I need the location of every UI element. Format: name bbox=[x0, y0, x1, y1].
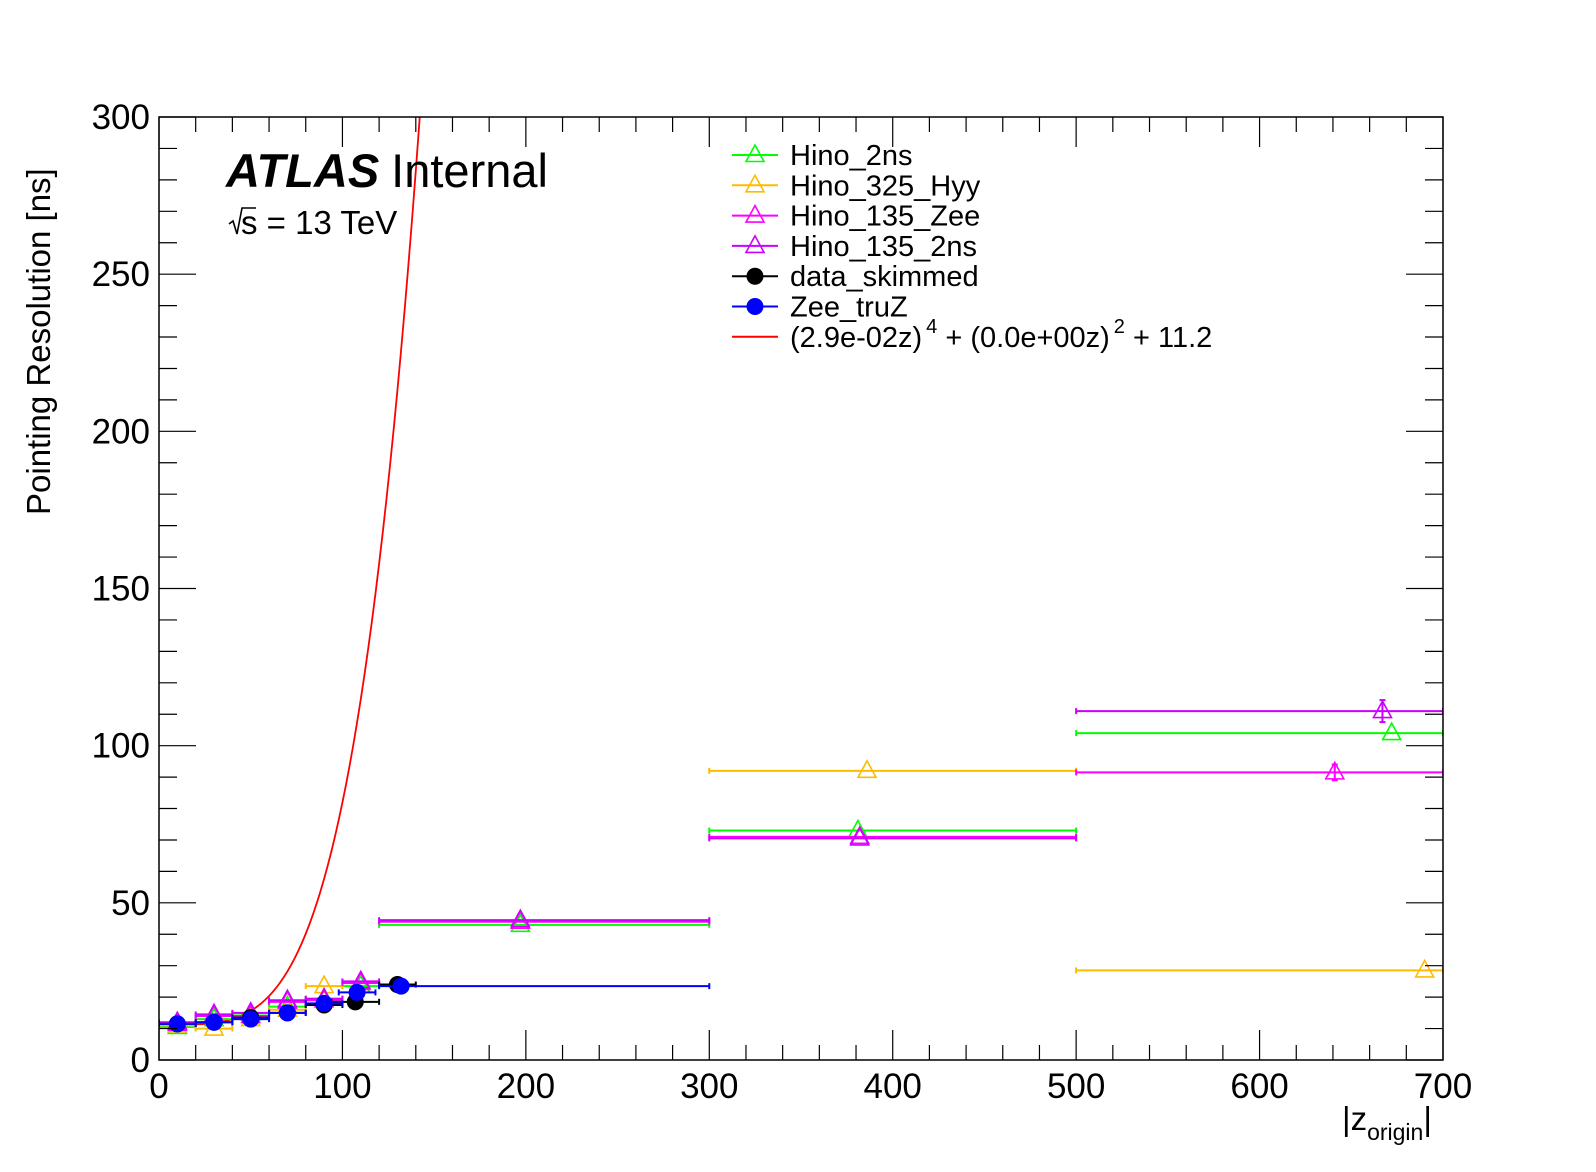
series-Zee_truZ bbox=[159, 977, 711, 1033]
legend-label: Hino_325_Hyy bbox=[790, 170, 981, 202]
y-tick-label: 250 bbox=[92, 255, 150, 294]
data-point bbox=[278, 1004, 296, 1022]
fit-exponent: 4 bbox=[926, 316, 937, 338]
data-point bbox=[1414, 958, 1436, 978]
x-tick-label: 200 bbox=[497, 1067, 555, 1106]
y-tick-label: 0 bbox=[131, 1041, 150, 1080]
data-point bbox=[1372, 699, 1393, 719]
legend-marker bbox=[744, 143, 766, 163]
x-tick-label: 700 bbox=[1414, 1067, 1472, 1106]
data-point bbox=[313, 974, 335, 994]
legend-label: Hino_135_Zee bbox=[790, 201, 980, 233]
plot-content bbox=[159, 117, 1443, 1036]
y-tick-label: 300 bbox=[92, 98, 150, 137]
sqrt-sign bbox=[228, 207, 256, 235]
legend-entry: Zee_truZ bbox=[732, 292, 908, 324]
data-point bbox=[510, 908, 531, 928]
legend-marker bbox=[746, 267, 764, 285]
data-point bbox=[348, 983, 366, 1001]
clipped-area bbox=[159, 117, 1443, 1036]
y-tick-label: 200 bbox=[92, 412, 150, 451]
legend-label: Hino_2ns bbox=[790, 140, 913, 172]
legend-marker bbox=[746, 298, 764, 315]
energy-sqrt-arg: s bbox=[241, 204, 258, 241]
fit-curve bbox=[159, 117, 421, 1026]
data-point bbox=[1324, 760, 1346, 780]
y-tick-label: 150 bbox=[92, 570, 150, 609]
fit-term: (2.9e-02z) bbox=[790, 322, 922, 354]
y-tick-label: 50 bbox=[111, 884, 150, 923]
legend-entry-fit: (2.9e-02z) 4 + (0.0e+00z) 2 + 11.2 bbox=[732, 316, 1212, 354]
legend-entry: Hino_135_Zee bbox=[732, 201, 980, 233]
legend-marker bbox=[744, 173, 766, 193]
data-point bbox=[205, 1013, 223, 1031]
x-tick-label: 400 bbox=[864, 1067, 922, 1106]
x-tick-label: 500 bbox=[1047, 1067, 1105, 1106]
atlas-experiment: ATLAS bbox=[225, 144, 379, 197]
fit-term: + (0.0e+00z) bbox=[937, 322, 1110, 354]
y-axis-label: Pointing Resolution [ns] bbox=[20, 168, 57, 515]
data-point bbox=[856, 759, 878, 779]
x-tick-label: 0 bbox=[149, 1067, 168, 1106]
legend-entry: Hino_135_2ns bbox=[732, 231, 977, 263]
legend-entry: Hino_2ns bbox=[732, 140, 913, 172]
legend-label: data_skimmed bbox=[790, 261, 979, 293]
legend-label: Hino_135_2ns bbox=[790, 231, 977, 263]
tick-labels: 0 100 200 300 400 500 600 700 0 50 100 150 200 250 300 bbox=[92, 98, 1473, 1106]
x-axis-label-sub: origin bbox=[1367, 1119, 1423, 1145]
legend-entry: data_skimmed bbox=[732, 261, 979, 293]
atlas-label: ATLAS Internal bbox=[225, 144, 548, 197]
legend-label-fit: (2.9e-02z) 4 + (0.0e+00z) 2 + 11.2 bbox=[790, 316, 1212, 354]
x-tick-label: 300 bbox=[680, 1067, 738, 1106]
x-axis-label-main: |z bbox=[1342, 1100, 1367, 1137]
data-point bbox=[849, 826, 871, 846]
data-point bbox=[315, 994, 333, 1012]
legend: Hino_2nsHino_325_HyyHino_135_ZeeHino_135… bbox=[732, 140, 1212, 354]
atlas-status: Internal bbox=[391, 144, 548, 197]
energy-value: = 13 TeV bbox=[258, 204, 398, 241]
legend-marker bbox=[744, 203, 766, 223]
x-tick-label: 100 bbox=[313, 1067, 371, 1106]
legend-label: Zee_truZ bbox=[790, 292, 908, 324]
data-point bbox=[242, 1010, 260, 1028]
data-point bbox=[392, 977, 410, 995]
legend-entry: Hino_325_Hyy bbox=[732, 170, 981, 202]
data-point bbox=[510, 913, 531, 933]
x-axis-label: |zorigin| bbox=[1342, 1100, 1432, 1145]
axis-ticks bbox=[158, 116, 1444, 1061]
data-point bbox=[168, 1015, 186, 1033]
legend-marker bbox=[744, 234, 766, 254]
energy-label: s = 13 TeV bbox=[228, 204, 397, 241]
x-tick-label: 600 bbox=[1230, 1067, 1288, 1106]
data-point bbox=[1381, 721, 1402, 741]
fit-exponent: 2 bbox=[1114, 316, 1125, 338]
fit-term: + 11.2 bbox=[1125, 322, 1212, 354]
x-axis-label-close: | bbox=[1423, 1100, 1432, 1137]
energy-text: s = 13 TeV bbox=[241, 204, 397, 241]
y-tick-label: 100 bbox=[92, 727, 150, 766]
